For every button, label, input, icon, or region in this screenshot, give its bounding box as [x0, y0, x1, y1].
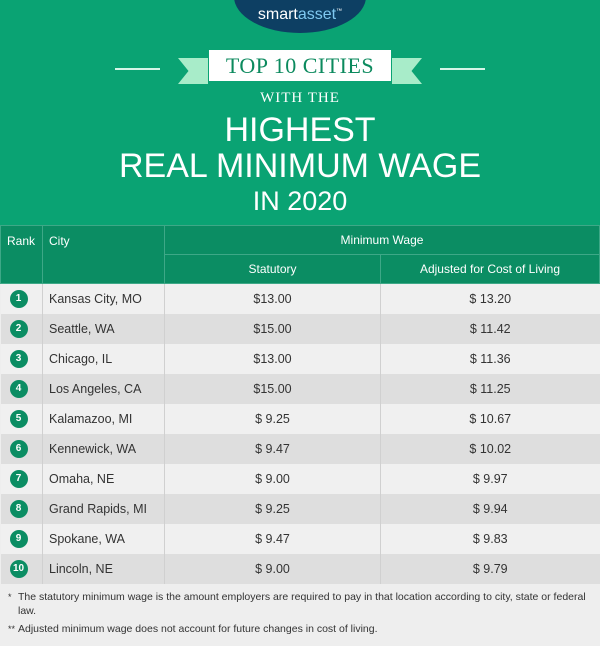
- header-minimum-wage: Minimum Wage: [164, 225, 600, 255]
- rank-badge: 4: [9, 379, 28, 398]
- adjusted-cell: $ 10.67: [380, 403, 600, 434]
- footnote-text: Adjusted minimum wage does not account f…: [18, 622, 378, 635]
- adjusted-cell: $ 9.97: [380, 463, 600, 494]
- rank-cell: 8: [0, 493, 43, 524]
- rank-badge: 8: [9, 499, 28, 518]
- statutory-cell: $15.00: [164, 373, 381, 404]
- statutory-cell: $ 9.25: [164, 403, 381, 434]
- rank-badge: 9: [9, 529, 28, 548]
- header-rank: Rank: [0, 225, 43, 284]
- statutory-cell: $ 9.47: [164, 433, 381, 464]
- city-cell: Kennewick, WA: [42, 433, 165, 464]
- footnote-marker: *: [8, 591, 12, 602]
- table-row: 6 Kennewick, WA $ 9.47 $ 10.02: [0, 433, 600, 464]
- rank-cell: 7: [0, 463, 43, 494]
- infographic-header: smartasset™ TOP 10 CITIES WITH THE HIGHE…: [0, 0, 600, 225]
- header-city: City: [42, 225, 165, 284]
- table-row: 3 Chicago, IL $13.00 $ 11.36: [0, 343, 600, 374]
- city-cell: Spokane, WA: [42, 523, 165, 554]
- trademark: ™: [336, 8, 343, 15]
- footnotes: * The statutory minimum wage is the amoun…: [0, 583, 600, 646]
- statutory-cell: $ 9.00: [164, 553, 381, 584]
- rank-badge: 2: [9, 319, 28, 338]
- title-line-1: HIGHEST: [224, 111, 376, 149]
- rank-cell: 3: [0, 343, 43, 374]
- table-row: 1 Kansas City, MO $13.00 $ 13.20: [0, 283, 600, 314]
- adjusted-cell: $ 13.20: [380, 283, 600, 314]
- table-row: 10 Lincoln, NE $ 9.00 $ 9.79: [0, 553, 600, 584]
- rank-cell: 6: [0, 433, 43, 464]
- footnote-text: The statutory minimum wage is the amount…: [18, 590, 586, 617]
- city-cell: Los Angeles, CA: [42, 373, 165, 404]
- footnote-1: * The statutory minimum wage is the amoun…: [8, 590, 592, 618]
- rank-cell: 1: [0, 283, 43, 314]
- adjusted-cell: $ 10.02: [380, 433, 600, 464]
- header-statutory: Statutory: [164, 254, 381, 284]
- statutory-cell: $15.00: [164, 313, 381, 344]
- rank-badge: 5: [9, 409, 28, 428]
- table-row: 9 Spokane, WA $ 9.47 $ 9.83: [0, 523, 600, 554]
- city-cell: Chicago, IL: [42, 343, 165, 374]
- footnote-2: ** Adjusted minimum wage does not account…: [8, 622, 592, 636]
- city-cell: Kalamazoo, MI: [42, 403, 165, 434]
- adjusted-cell: $ 11.42: [380, 313, 600, 344]
- table-row: 8 Grand Rapids, MI $ 9.25 $ 9.94: [0, 493, 600, 524]
- statutory-cell: $13.00: [164, 283, 381, 314]
- logo-asset-text: asset: [297, 6, 337, 23]
- rank-badge: 3: [9, 349, 28, 368]
- city-cell: Grand Rapids, MI: [42, 493, 165, 524]
- divider-line-left: [115, 68, 160, 70]
- statutory-cell: $ 9.00: [164, 463, 381, 494]
- title-with: WITH THE: [260, 90, 340, 106]
- title-line-2: REAL MINIMUM WAGE: [118, 147, 482, 185]
- city-cell: Seattle, WA: [42, 313, 165, 344]
- rank-cell: 9: [0, 523, 43, 554]
- ribbon-tail-left: [178, 58, 208, 84]
- ribbon-tail-right: [392, 58, 422, 84]
- city-cell: Lincoln, NE: [42, 553, 165, 584]
- rank-cell: 4: [0, 373, 43, 404]
- title-ribbon: TOP 10 CITIES: [209, 50, 391, 81]
- statutory-cell: $13.00: [164, 343, 381, 374]
- rank-cell: 5: [0, 403, 43, 434]
- adjusted-cell: $ 9.94: [380, 493, 600, 524]
- city-cell: Kansas City, MO: [42, 283, 165, 314]
- rank-badge: 1: [9, 289, 28, 308]
- statutory-cell: $ 9.47: [164, 523, 381, 554]
- footnote-marker: **: [8, 623, 16, 634]
- rank-badge: 6: [9, 439, 28, 458]
- wage-table: Rank City Minimum Wage Statutory Adjuste…: [0, 225, 600, 584]
- title-line-3: IN 2020: [252, 186, 348, 216]
- city-cell: Omaha, NE: [42, 463, 165, 494]
- logo-smart-text: smart: [257, 6, 298, 23]
- header-adjusted: Adjusted for Cost of Living: [380, 254, 600, 284]
- smartasset-logo: smartasset™: [234, 0, 366, 33]
- table-row: 7 Omaha, NE $ 9.00 $ 9.97: [0, 463, 600, 494]
- rank-cell: 2: [0, 313, 43, 344]
- divider-line-right: [440, 68, 485, 70]
- adjusted-cell: $ 9.83: [380, 523, 600, 554]
- table-row: 5 Kalamazoo, MI $ 9.25 $ 10.67: [0, 403, 600, 434]
- statutory-cell: $ 9.25: [164, 493, 381, 524]
- adjusted-cell: $ 11.25: [380, 373, 600, 404]
- table-row: 4 Los Angeles, CA $15.00 $ 11.25: [0, 373, 600, 404]
- rank-badge: 7: [9, 469, 28, 488]
- rank-cell: 10: [0, 553, 43, 584]
- adjusted-cell: $ 9.79: [380, 553, 600, 584]
- adjusted-cell: $ 11.36: [380, 343, 600, 374]
- rank-badge: 10: [9, 559, 28, 578]
- table-row: 2 Seattle, WA $15.00 $ 11.42: [0, 313, 600, 344]
